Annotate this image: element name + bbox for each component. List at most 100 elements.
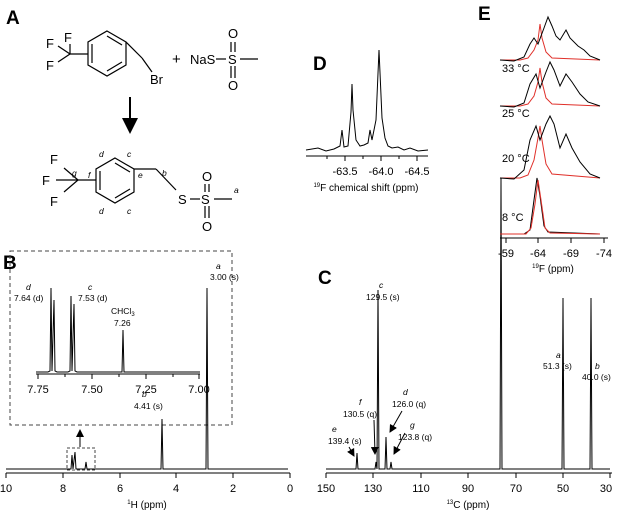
- b-tick-6: 6: [117, 483, 123, 495]
- atom-o-top: O: [228, 26, 238, 41]
- d-tick-1: -63.5: [332, 166, 357, 178]
- pos-c1: c: [127, 149, 132, 159]
- c-tick-110: 110: [412, 483, 430, 495]
- e-axis: [500, 237, 608, 243]
- atom-o-bottom: O: [228, 78, 238, 93]
- inset-tick-2: 7.50: [81, 384, 102, 396]
- c-tick-150: 150: [317, 483, 335, 495]
- pos-g: g: [72, 168, 77, 178]
- e-trace-25: [499, 60, 601, 108]
- e-axis-label: 19F (ppm): [532, 264, 574, 275]
- b-axis-label: 1H (ppm): [127, 500, 166, 511]
- b-spectrum: [5, 287, 291, 478]
- atom-br: Br: [150, 72, 164, 87]
- b-peak-a-letter: a: [216, 261, 221, 271]
- e-tick-69: -69: [563, 248, 579, 260]
- e-trace-8: [500, 177, 601, 235]
- b-tick-4: 4: [173, 483, 179, 495]
- panel-a-label: A: [6, 8, 20, 29]
- inset-c-letter: c: [88, 282, 93, 292]
- inset-solvent-name: CHCl3: [111, 306, 135, 318]
- atom-nas: NaS: [190, 52, 216, 67]
- b-tick-10: 10: [0, 483, 12, 495]
- c-tick-50: 50: [557, 483, 569, 495]
- inset-spectrum: [36, 287, 200, 379]
- c-tick-70: 70: [510, 483, 522, 495]
- c-peak-e-shift: 139.4 (s): [328, 436, 362, 446]
- c-peak-c-shift: 129.5 (s): [366, 292, 400, 302]
- c-peak-a-shift: 51.3 (s): [543, 361, 572, 371]
- panel-e-label: E: [478, 4, 491, 25]
- b-peak-b-letter: b: [142, 389, 147, 399]
- d-axis-label: 19F chemical shift (ppm): [313, 183, 418, 194]
- panel-b: B 7.75 7.50 7.25 7.00 d 7.64 (d) c 7.53 …: [0, 250, 293, 511]
- e-tick-74: -74: [596, 248, 612, 260]
- inset-tick-3: 7.25: [135, 384, 156, 396]
- pos-b: b: [162, 168, 167, 178]
- plus-sign: +: [172, 51, 181, 68]
- panel-d-label: D: [313, 54, 327, 75]
- c-spectrum: [325, 177, 612, 478]
- pos-e: e: [138, 170, 143, 180]
- c-annotation-arrows: [347, 410, 406, 457]
- atom-f3: F: [46, 58, 54, 73]
- atom-f1: F: [46, 36, 54, 51]
- e-trace-20: [499, 114, 601, 180]
- product-f1: F: [50, 152, 58, 167]
- c-peak-f-letter: f: [359, 397, 363, 407]
- b-tick-2: 2: [230, 483, 236, 495]
- atom-s-reagent: S: [228, 52, 237, 67]
- c-axis-label: 13C (ppm): [447, 500, 490, 511]
- c-peak-f-shift: 130.5 (q): [343, 409, 377, 419]
- inset-frame: [9, 250, 233, 426]
- d-spectrum: [305, 49, 429, 161]
- c-peak-d-shift: 126.0 (q): [392, 399, 426, 409]
- e-trace-33: [499, 15, 601, 62]
- c-peak-c-letter: c: [379, 280, 384, 290]
- e-tick-64: -64: [530, 248, 546, 260]
- c-peak-b-letter: b: [595, 361, 600, 371]
- c-peak-g-letter: g: [410, 420, 415, 430]
- product-s1: S: [178, 192, 187, 207]
- pos-f: f: [88, 170, 92, 180]
- c-tick-130: 130: [364, 483, 382, 495]
- c-peak-e-letter: e: [332, 424, 337, 434]
- product-f3: F: [50, 194, 58, 209]
- b-tick-8: 8: [60, 483, 66, 495]
- inset-tick-1: 7.75: [27, 384, 48, 396]
- inset-c-shift: 7.53 (d): [78, 293, 107, 303]
- reactant-benzyl-bromide: [57, 30, 153, 77]
- inset-d-letter: d: [26, 282, 31, 292]
- pos-d2: d: [99, 206, 104, 216]
- c-peak-b-shift: 40.0 (s): [582, 372, 611, 382]
- inset-d-shift: 7.64 (d): [14, 293, 43, 303]
- b-peak-a-shift: 3.00 (s): [210, 272, 239, 282]
- atom-f2: F: [64, 30, 72, 45]
- product-o1: O: [202, 169, 212, 184]
- panel-d: D -63.5 -64.0 -64.5 19F chemical shift (…: [305, 49, 430, 194]
- e-tick-59: -59: [498, 248, 514, 260]
- panel-a: A F F F Br + NaS S O O: [6, 8, 258, 234]
- c-peak-d-letter: d: [403, 387, 408, 397]
- e-temp-8: 8 °C: [502, 212, 524, 224]
- product-o2: O: [202, 219, 212, 234]
- inset-tick-4: 7.00: [188, 384, 209, 396]
- product-molecule: [56, 157, 232, 218]
- e-temp-33: 33 °C: [502, 63, 530, 75]
- panel-c: C 150 130 110 90 70 50 30 13C (ppm) c 12…: [317, 177, 612, 511]
- reagent-bonds: [216, 42, 258, 78]
- pos-d1: d: [99, 149, 104, 159]
- c-tick-90: 90: [462, 483, 474, 495]
- e-temp-20: 20 °C: [502, 153, 530, 165]
- panel-c-label: C: [318, 268, 332, 289]
- inset-solvent-shift: 7.26: [114, 318, 131, 328]
- d-tick-3: -64.5: [404, 166, 429, 178]
- c-peak-g-shift: 123.8 (q): [398, 432, 432, 442]
- e-temp-25: 25 °C: [502, 108, 530, 120]
- product-f2: F: [42, 173, 50, 188]
- d-tick-2: -64.0: [368, 166, 393, 178]
- panel-e: E 33 °C 25 °C 20 °C 8 °C: [478, 4, 612, 275]
- b-peak-b-shift: 4.41 (s): [134, 401, 163, 411]
- pos-a: a: [234, 185, 239, 195]
